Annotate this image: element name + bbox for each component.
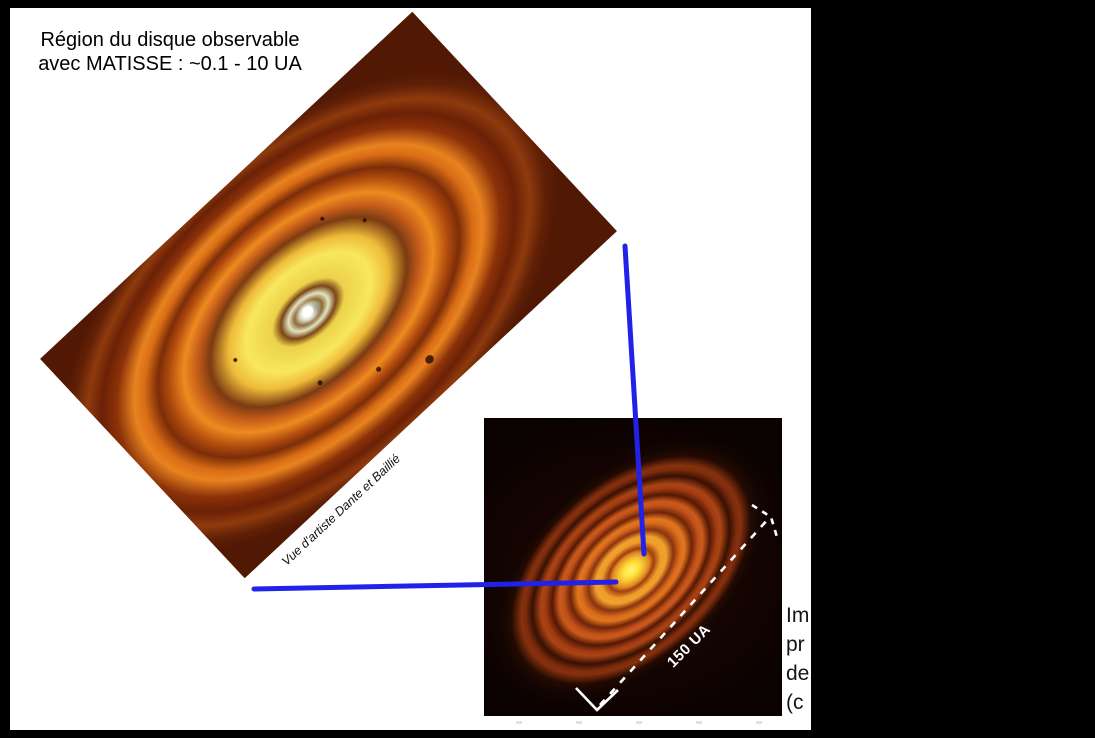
caption-fragment-3: de	[786, 662, 810, 685]
disk-speck	[319, 215, 326, 222]
title-line-2: avec MATISSE : ~0.1 - 10 UA	[38, 53, 302, 75]
alma-hltau-image: 150 UA	[484, 418, 782, 716]
scale-arrowhead-bottom	[575, 687, 619, 712]
disk-speck	[375, 365, 383, 373]
title-line-1: Région du disque observable	[40, 29, 300, 51]
slide-title: Région du disque observable avec MATISSE…	[14, 28, 326, 76]
disk-speck	[423, 353, 436, 366]
cropped-caption-remnant	[516, 721, 776, 724]
caption-fragment-4: (c	[786, 691, 804, 714]
disk-speck	[316, 379, 324, 387]
scale-dashed-line	[599, 516, 771, 706]
central-star-dot	[299, 303, 316, 320]
caption-fragment-1: Im	[786, 604, 810, 627]
scale-measurement-annotation	[575, 503, 779, 712]
disk-speck	[232, 357, 239, 363]
right-caption: Im pr de (c	[786, 601, 812, 717]
caption-fragment-2: pr	[786, 633, 805, 656]
disk-speck	[361, 217, 368, 224]
scale-tick-top	[751, 503, 779, 538]
